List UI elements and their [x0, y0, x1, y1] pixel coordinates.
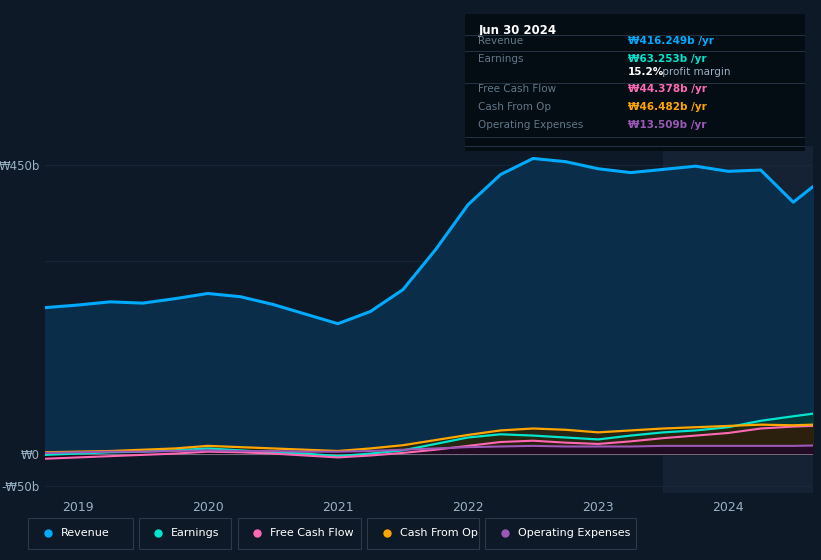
Text: Cash From Op: Cash From Op	[479, 102, 552, 113]
Bar	[663, 146, 813, 493]
Text: Jun 30 2024: Jun 30 2024	[479, 24, 557, 36]
Text: ₩44.378b /yr: ₩44.378b /yr	[628, 85, 707, 95]
Text: Revenue: Revenue	[479, 36, 524, 46]
Text: Cash From Op: Cash From Op	[400, 529, 478, 538]
Text: Revenue: Revenue	[61, 529, 110, 538]
FancyBboxPatch shape	[139, 518, 232, 549]
Text: ₩416.249b /yr: ₩416.249b /yr	[628, 36, 714, 46]
Text: Operating Expenses: Operating Expenses	[479, 120, 584, 130]
Text: Operating Expenses: Operating Expenses	[518, 529, 631, 538]
Text: Earnings: Earnings	[172, 529, 220, 538]
Text: profit margin: profit margin	[659, 67, 731, 77]
FancyBboxPatch shape	[367, 518, 479, 549]
Text: ₩46.482b /yr: ₩46.482b /yr	[628, 102, 707, 113]
FancyBboxPatch shape	[237, 518, 361, 549]
Text: Earnings: Earnings	[479, 54, 524, 64]
FancyBboxPatch shape	[485, 518, 635, 549]
Text: ₩63.253b /yr: ₩63.253b /yr	[628, 54, 707, 64]
FancyBboxPatch shape	[29, 518, 133, 549]
Text: Free Cash Flow: Free Cash Flow	[479, 85, 557, 95]
Text: ₩13.509b /yr: ₩13.509b /yr	[628, 120, 707, 130]
Text: Free Cash Flow: Free Cash Flow	[270, 529, 354, 538]
Text: 15.2%: 15.2%	[628, 67, 664, 77]
